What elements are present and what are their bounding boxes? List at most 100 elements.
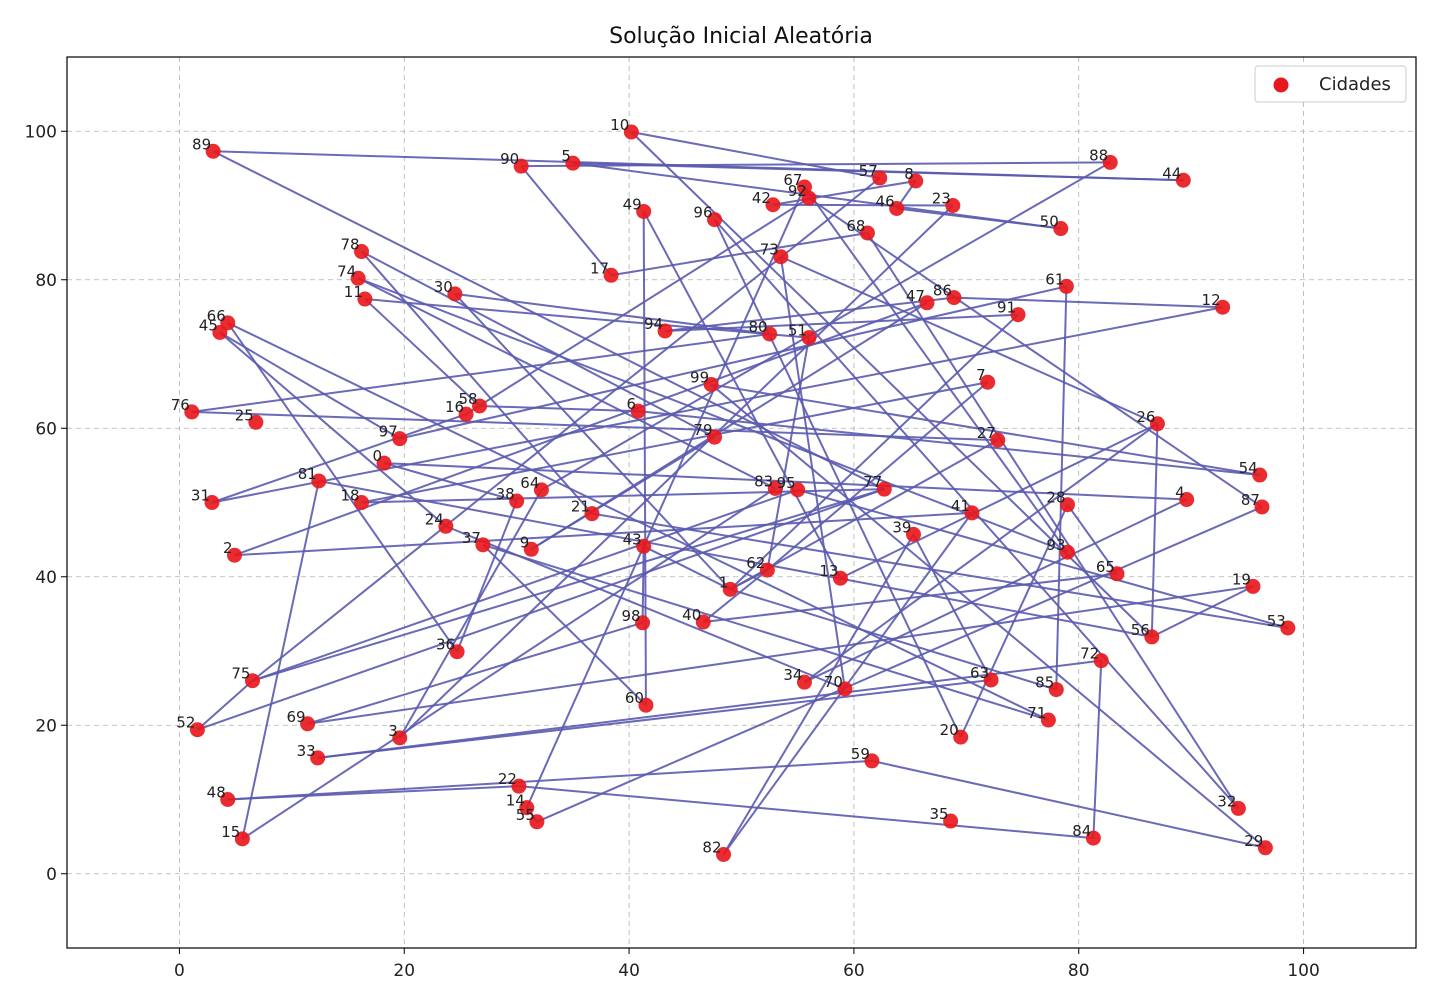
city-label-4: 4: [1175, 484, 1185, 502]
city-point-99: [703, 376, 719, 392]
city-label-12: 12: [1202, 291, 1221, 309]
route-segment: [912, 533, 992, 681]
route-segment: [383, 462, 1187, 501]
route-segment: [722, 533, 915, 855]
route-segment: [520, 165, 612, 276]
route-segment: [525, 186, 806, 809]
city-point-68: [859, 225, 875, 241]
city-point-60: [638, 697, 654, 713]
route-segment: [871, 759, 1266, 849]
x-axis-ticks: 0 20 40 60 80 100: [174, 948, 1320, 981]
city-label-34: 34: [783, 666, 802, 684]
city-point-15: [234, 831, 250, 847]
city-point-1: [722, 581, 738, 597]
city-label-37: 37: [462, 529, 481, 547]
y-tick-label: 100: [25, 122, 57, 142]
route-segment: [642, 210, 842, 579]
route-segment: [643, 545, 731, 591]
route-segment: [226, 322, 458, 653]
city-point-94: [657, 323, 673, 339]
city-point-28: [1060, 497, 1076, 513]
city-label-38: 38: [496, 485, 515, 503]
y-tick-label: 0: [46, 865, 57, 885]
city-point-31: [204, 495, 220, 510]
route-segment: [241, 480, 320, 840]
route-segment: [318, 479, 1153, 638]
route-lines: [191, 131, 1289, 856]
city-label-68: 68: [846, 217, 865, 235]
city-point-41: [964, 505, 980, 521]
city-label-93: 93: [1046, 536, 1065, 554]
city-point-75: [244, 673, 260, 689]
city-label-43: 43: [623, 530, 642, 548]
city-point-62: [759, 562, 775, 578]
route-segment: [839, 422, 1158, 580]
route-segment: [766, 337, 810, 571]
city-label-0: 0: [372, 447, 382, 465]
city-point-79: [707, 429, 723, 445]
route-segment: [953, 296, 1223, 309]
route-segment: [808, 197, 1263, 508]
city-label-46: 46: [876, 192, 895, 210]
city-label-67: 67: [783, 171, 802, 189]
route-segment: [211, 413, 467, 504]
city-label-56: 56: [1131, 621, 1150, 639]
x-tick-label: 80: [1068, 961, 1090, 981]
city-point-59: [864, 753, 880, 769]
city-label-57: 57: [859, 162, 878, 180]
route-segment: [357, 277, 776, 490]
city-label-13: 13: [819, 562, 838, 580]
city-point-84: [1085, 830, 1101, 846]
city-point-69: [300, 716, 316, 732]
route-segment: [227, 785, 519, 801]
city-point-34: [796, 674, 812, 690]
route-segment: [631, 131, 880, 180]
route-segment: [521, 161, 1111, 168]
city-point-56: [1144, 629, 1160, 645]
city-point-6: [630, 403, 646, 419]
city-point-49: [636, 203, 652, 219]
city-label-40: 40: [682, 606, 701, 624]
route-segment: [896, 207, 1061, 230]
city-label-63: 63: [970, 664, 989, 682]
route-segment: [307, 621, 643, 725]
city-label-62: 62: [746, 554, 765, 572]
city-point-26: [1149, 416, 1165, 432]
city-point-33: [310, 750, 326, 766]
route-segment: [641, 546, 645, 623]
city-label-28: 28: [1046, 489, 1065, 507]
city-point-21: [584, 506, 600, 522]
legend-marker-icon: [1273, 77, 1289, 93]
x-tick-label: 40: [618, 961, 640, 981]
city-label-89: 89: [192, 135, 211, 153]
route-segment: [227, 321, 1049, 721]
city-label-9: 9: [520, 533, 530, 551]
city-point-64: [533, 482, 549, 498]
route-segment: [610, 231, 868, 277]
city-point-37: [475, 537, 491, 553]
city-label-49: 49: [623, 195, 642, 213]
city-point-3: [392, 730, 408, 746]
city-label-84: 84: [1072, 822, 1091, 840]
y-axis-ticks: 0 20 40 60 80 100: [25, 122, 67, 885]
city-point-96: [707, 212, 723, 228]
city-label-3: 3: [388, 722, 398, 740]
route-segment: [729, 313, 1019, 591]
city-label-69: 69: [286, 708, 305, 726]
city-label-48: 48: [207, 784, 226, 802]
city-label-72: 72: [1080, 645, 1099, 663]
route-segment: [1066, 504, 1118, 575]
city-point-4: [1179, 492, 1195, 508]
city-point-14: [519, 800, 535, 816]
route-segment: [191, 332, 770, 413]
y-tick-label: 80: [35, 271, 57, 291]
city-points: [184, 124, 1296, 862]
city-label-23: 23: [932, 190, 951, 208]
city-label-88: 88: [1089, 146, 1108, 164]
city-point-85: [1048, 682, 1064, 698]
city-point-51: [801, 330, 817, 346]
route-segment: [252, 488, 885, 682]
city-label-26: 26: [1136, 408, 1155, 426]
city-label-30: 30: [434, 278, 453, 296]
city-point-65: [1109, 566, 1125, 582]
